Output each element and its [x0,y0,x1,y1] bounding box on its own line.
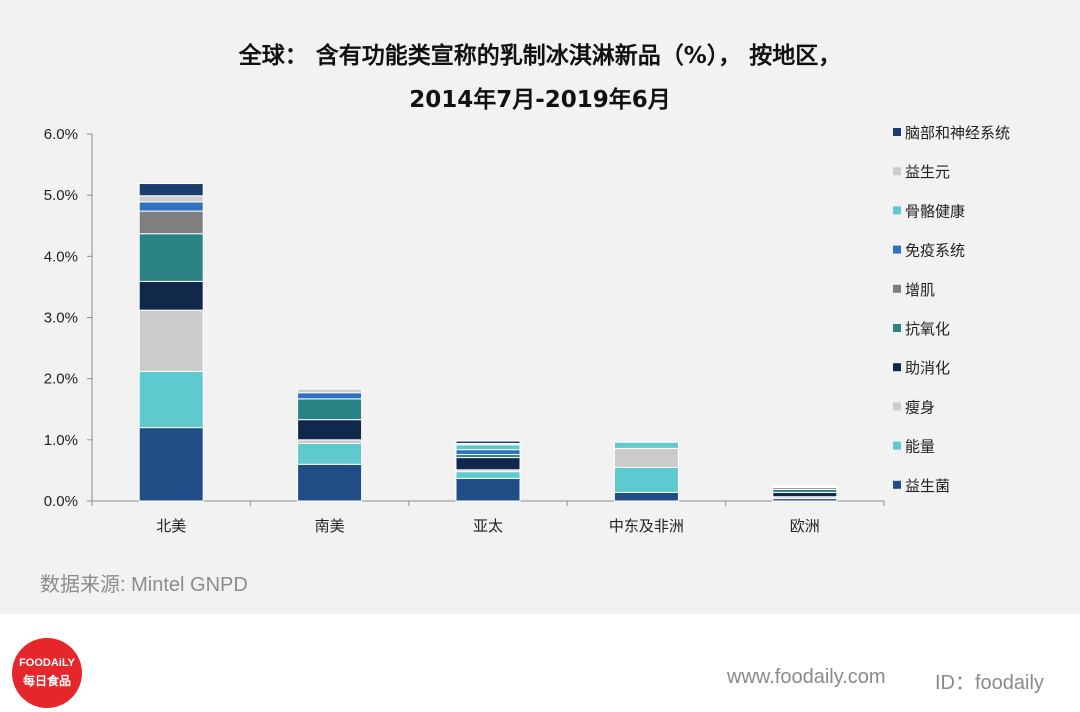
bar-segment [138,427,204,502]
bar-segment [613,441,679,449]
y-tick-label: 6.0% [44,126,78,143]
x-tick-label: 中东及非洲 [609,517,684,535]
bar-segment [297,419,363,441]
bar-segment [138,195,204,203]
legend-label: 益生菌 [905,477,950,495]
bar-segment [297,443,363,465]
legend-swatch [893,167,901,176]
bar-segment [138,233,204,282]
stacked-bar-chart: 0.0% 1.0% 2.0% 3.0% 4.0% 5.0% 6.0% 北美 南美 亚太 中东及非洲 欧… [44,124,1010,535]
legend-swatch [893,284,901,293]
bar-segment [455,444,521,451]
x-tick-label: 欧洲 [790,517,820,535]
legend-label: 能量 [905,438,935,456]
y-tick-label: 0.0% [44,493,78,510]
legend-label: 增肌 [905,281,935,299]
chart-subtitle: 2014年7月-2019年6月 [409,87,671,113]
footer-id: ID：foodaily [935,672,1044,694]
bar-segment [455,457,521,471]
logo-cn-text: 每日食品 [22,674,71,688]
bar-segment [613,466,679,493]
y-tick-label: 1.0% [44,432,78,449]
bar-segment [297,398,363,421]
bar-segment [138,201,204,212]
legend-label: 免疫系统 [905,242,965,260]
legend-label: 瘦身 [905,398,935,416]
y-tick-label: 3.0% [44,310,78,327]
source-note: 数据来源: Mintel GNPD [40,574,248,596]
y-tick-label: 5.0% [44,187,78,204]
bar-segment [455,477,521,502]
legend-label: 抗氧化 [905,320,950,338]
bar-segment [772,491,838,498]
x-tick-label: 南美 [315,517,345,535]
legend-swatch [893,206,901,215]
x-tick-label: 亚太 [473,517,503,535]
legend-swatch [893,441,901,450]
bar-segment [138,309,204,372]
bar-segment [772,485,838,487]
legend-swatch [893,245,901,254]
legend-label: 益生元 [905,163,950,181]
legend-swatch [893,480,901,489]
logo-brand-text: FOODAiLY [19,657,75,669]
bar-segment [297,463,363,502]
legend-swatch [893,402,901,411]
y-tick-label: 4.0% [44,248,78,265]
legend-label: 助消化 [905,359,950,377]
bar-segment [138,280,204,311]
bar-segment [297,439,363,445]
legend-label: 脑部和神经系统 [905,124,1010,142]
bar-segment [455,440,521,445]
chart-panel: 全球： 含有功能类宣称的乳制冰淇淋新品（%）， 按地区， 2014年7月-201… [0,0,1080,614]
bar-segment [613,491,679,502]
legend-swatch [893,324,901,332]
footer-website[interactable]: www.foodaily.com [727,666,886,688]
bar-segment [297,388,363,394]
bar-segment [455,449,521,456]
legend-swatch [893,363,901,372]
y-tick-label: 2.0% [44,371,78,388]
x-tick-label: 北美 [156,517,186,535]
chart-title: 全球： 含有功能类宣称的乳制冰淇淋新品（%）， 按地区， [238,43,842,69]
bar-segment [138,370,204,429]
bar-segment [455,471,521,479]
bar-segment [297,392,363,400]
bar-segment [613,447,679,468]
foodaily-logo: FOODAiLY 每日食品 [12,638,82,708]
bar-segment [138,183,204,197]
legend-swatch [893,128,901,136]
legend-label: 骨骼健康 [905,202,965,220]
bar-segment [138,210,204,235]
